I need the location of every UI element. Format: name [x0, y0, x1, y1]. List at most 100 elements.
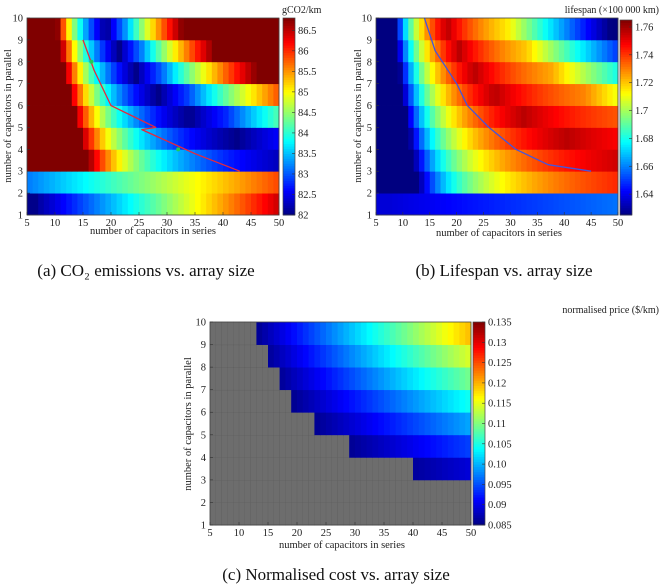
- heatmap-cell: [395, 457, 402, 481]
- x-tick-label: 25: [321, 528, 332, 539]
- heatmap-cell: [488, 193, 495, 216]
- heatmap-cell: [494, 127, 501, 150]
- x-tick-label: 30: [350, 528, 361, 539]
- heatmap-cell: [38, 83, 45, 106]
- heatmap-cell: [273, 83, 280, 106]
- heatmap-cell: [55, 39, 61, 63]
- heatmap-cell: [569, 105, 576, 128]
- heatmap-cell: [478, 193, 484, 216]
- heatmap-cell: [465, 367, 472, 391]
- heatmap-cell: [378, 457, 385, 481]
- heatmap-cell: [99, 18, 106, 41]
- colorbar-segment: [620, 61, 632, 65]
- heatmap-cell: [558, 105, 565, 128]
- heatmap-cell: [285, 434, 292, 458]
- heatmap-cell: [451, 127, 458, 150]
- x-tick-label: 45: [586, 218, 597, 229]
- heatmap-cell: [273, 502, 281, 526]
- heatmap-cell: [413, 412, 420, 436]
- heatmap-cell: [483, 18, 490, 41]
- heatmap-cell: [601, 18, 608, 41]
- y-tick-label: 7: [367, 79, 372, 90]
- colorbar-tick-label: 82: [298, 211, 309, 222]
- colorbar-segment: [283, 18, 295, 21]
- heatmap-cell: [574, 171, 581, 194]
- colorbar-segment: [283, 128, 295, 132]
- heatmap-cell: [200, 18, 207, 41]
- heatmap-cell: [397, 83, 404, 106]
- heatmap-cell: [494, 18, 501, 41]
- heatmap-cell: [429, 18, 436, 41]
- colorbar-segment: [473, 420, 485, 424]
- heatmap-cell: [161, 193, 168, 216]
- heatmap-cell: [111, 39, 117, 63]
- heatmap-cell: [215, 389, 223, 413]
- heatmap-cell: [564, 105, 570, 128]
- heatmap-cell: [580, 127, 587, 150]
- heatmap-cell: [111, 193, 117, 216]
- colorbar-segment: [620, 41, 632, 45]
- heatmap-cell: [206, 83, 213, 106]
- colorbar-segment: [473, 339, 485, 343]
- heatmap-cell: [331, 434, 339, 458]
- colorbar-segment: [473, 370, 485, 374]
- heatmap-cell: [267, 83, 274, 106]
- heatmap-cell: [392, 193, 398, 216]
- heatmap-cell: [267, 61, 274, 85]
- colorbar-segment: [283, 210, 295, 214]
- heatmap-cell: [94, 39, 101, 63]
- heatmap-cell: [43, 18, 50, 41]
- heatmap-cell: [215, 412, 223, 436]
- heatmap-cell: [60, 127, 67, 150]
- heatmap-cell: [381, 171, 388, 194]
- heatmap-cell: [515, 127, 522, 150]
- heatmap-cell: [139, 18, 145, 41]
- colorbar-segment: [620, 71, 632, 75]
- colorbar-tick-labels-cost: 0.0850.090.0950.100.1050.110.1150.120.12…: [482, 318, 512, 532]
- heatmap-cell: [262, 322, 269, 345]
- heatmap-cell: [105, 127, 112, 150]
- heatmap-cell: [381, 61, 388, 85]
- colorbar-segment: [473, 337, 485, 341]
- heatmap-cell: [238, 434, 246, 458]
- heatmap-cell: [424, 83, 431, 106]
- heatmap-cell: [245, 18, 252, 41]
- colorbar-segment: [620, 59, 632, 62]
- heatmap-cell: [331, 344, 338, 368]
- heatmap-cell: [445, 127, 452, 150]
- heatmap-cell: [122, 171, 129, 194]
- colorbar-segment: [283, 131, 295, 135]
- x-tick-label: 15: [263, 528, 274, 539]
- heatmap-cell: [223, 149, 229, 172]
- colorbar-lifespan: [619, 19, 633, 216]
- heatmap-cell: [223, 171, 229, 194]
- heatmap-cell: [355, 412, 362, 436]
- heatmap-cell: [178, 83, 185, 106]
- heatmap-cell: [451, 171, 458, 194]
- heatmap-cell: [456, 105, 463, 128]
- heatmap-cell: [456, 39, 463, 63]
- heatmap-cell: [424, 457, 431, 481]
- heatmap-cell: [234, 127, 241, 150]
- heatmap-cell: [150, 171, 157, 194]
- colorbar-segment: [620, 44, 632, 48]
- x-tick-label: 5: [24, 218, 29, 229]
- colorbar-segment: [283, 155, 295, 159]
- heatmap-cell: [211, 171, 218, 194]
- heatmap-cell: [251, 127, 257, 150]
- x-tick-labels-co2: 5 10 15 20 25 30 35 40 45 50: [24, 212, 284, 229]
- heatmap-cell: [413, 457, 420, 481]
- heatmap-cell: [413, 389, 420, 413]
- heatmap-cell: [383, 502, 391, 526]
- colorbar-segment: [620, 183, 632, 187]
- heatmap-cell: [601, 171, 608, 194]
- heatmap-cell: [467, 171, 474, 194]
- heatmap-cell: [366, 457, 373, 481]
- colorbar-tick-label: 0.12: [488, 378, 506, 389]
- heatmap-cell: [392, 149, 398, 172]
- heatmap-cell: [273, 61, 280, 85]
- heatmap-cell: [408, 39, 415, 63]
- heatmap-cell: [386, 171, 393, 194]
- heatmap-cell: [77, 61, 84, 85]
- heatmap-cell: [395, 322, 402, 345]
